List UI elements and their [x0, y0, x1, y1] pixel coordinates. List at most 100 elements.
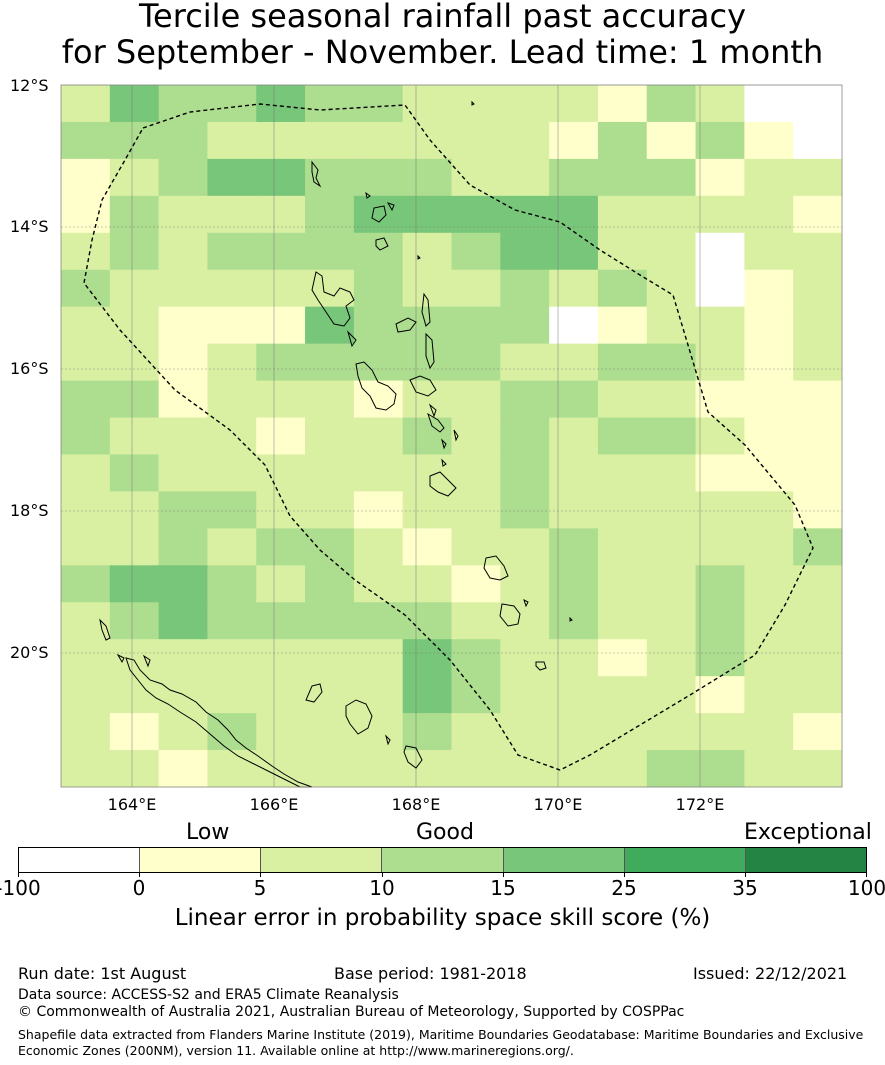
skill-cell: [451, 195, 501, 234]
skill-cell: [793, 121, 843, 160]
skill-cell: [549, 232, 599, 271]
skill-cell: [353, 528, 404, 566]
skill-cell: [646, 85, 697, 123]
skill-cell: [597, 750, 648, 788]
skill-cell: [549, 602, 599, 640]
skill-cell: [597, 491, 648, 529]
colorbar-segment: [503, 848, 625, 872]
run-date: Run date: 1st August: [18, 964, 187, 983]
skill-cell: [402, 232, 452, 271]
skill-cell: [109, 750, 160, 788]
skill-cell: [61, 158, 111, 197]
skill-cell: [305, 454, 355, 492]
category-exceptional: Exceptional: [744, 820, 872, 845]
skill-cell: [256, 121, 306, 160]
skill-cell: [500, 676, 550, 714]
skill-cell: [597, 158, 648, 197]
skill-cell: [305, 85, 355, 123]
skill-cell: [695, 565, 745, 603]
skill-cell: [402, 380, 452, 419]
skill-cell: [646, 750, 697, 788]
skill-cell: [695, 232, 745, 271]
skill-cell: [158, 380, 208, 419]
skill-cell: [109, 602, 160, 640]
skill-cell: [158, 195, 208, 234]
skill-cell: [597, 676, 648, 714]
skill-cell: [402, 454, 452, 492]
skill-cell: [109, 713, 160, 751]
skill-cell: [744, 85, 794, 123]
skill-cell: [61, 565, 111, 603]
skill-cell: [158, 565, 208, 603]
lon-label-172e: 172°E: [675, 795, 725, 814]
skill-cell: [549, 417, 599, 455]
skill-cell: [402, 639, 452, 677]
skill-cell: [256, 380, 306, 419]
skill-cell: [451, 454, 501, 492]
skill-cell: [305, 639, 355, 677]
colorbar-segment: [745, 848, 866, 872]
skill-cell: [353, 676, 404, 714]
skill-cell: [207, 269, 257, 308]
skill-cell: [744, 380, 794, 419]
skill-cell: [500, 417, 550, 455]
skill-cell: [500, 602, 550, 640]
skill-cell: [549, 491, 599, 529]
skill-cell: [207, 158, 257, 197]
skill-cell: [793, 639, 843, 677]
skill-cell: [793, 380, 843, 419]
colorbar: [18, 847, 867, 873]
skill-cell: [109, 676, 160, 714]
skill-cell: [256, 528, 306, 566]
skill-cell: [61, 713, 111, 751]
skill-cell: [646, 158, 697, 197]
skill-cell: [695, 676, 745, 714]
skill-cell: [451, 417, 501, 455]
skill-cell: [597, 343, 648, 382]
skill-cell: [597, 454, 648, 492]
skill-cell: [353, 195, 404, 234]
skill-cell: [597, 713, 648, 751]
skill-cell: [402, 85, 452, 123]
skill-cell: [793, 417, 843, 455]
skill-cell: [451, 158, 501, 197]
skill-cell: [695, 121, 745, 160]
skill-cell: [744, 491, 794, 529]
skill-cell: [695, 528, 745, 566]
skill-cell: [256, 454, 306, 492]
skill-cell: [646, 121, 697, 160]
skill-cell: [744, 232, 794, 271]
skill-cell: [451, 85, 501, 123]
skill-cell: [549, 121, 599, 160]
skill-cell: [695, 639, 745, 677]
skill-cell: [158, 417, 208, 455]
skill-cell: [597, 380, 648, 419]
skill-cell: [109, 195, 160, 234]
skill-cell: [305, 343, 355, 382]
colorbar-segment: [382, 848, 504, 872]
skill-cell: [207, 639, 257, 677]
skill-cell: [61, 195, 111, 234]
skill-cell: [793, 602, 843, 640]
skill-cell: [793, 454, 843, 492]
skill-cell: [451, 380, 501, 419]
skill-cell: [793, 491, 843, 529]
skill-cell: [597, 269, 648, 308]
skill-cell: [305, 565, 355, 603]
skill-cell: [695, 306, 745, 345]
skill-cell: [695, 158, 745, 197]
colorbar-tick: [624, 872, 625, 877]
skill-cell: [353, 491, 404, 529]
lon-label-168e: 168°E: [391, 795, 441, 814]
lat-label-20s: 20°S: [10, 643, 49, 662]
category-good: Good: [416, 820, 474, 845]
skill-cell: [744, 454, 794, 492]
skill-cell: [500, 343, 550, 382]
skill-cell: [158, 232, 208, 271]
skill-cell: [402, 195, 452, 234]
skill-cell: [158, 528, 208, 566]
skill-cell: [207, 750, 257, 788]
skill-cell: [500, 380, 550, 419]
skill-cell: [744, 121, 794, 160]
skill-cell: [597, 639, 648, 677]
